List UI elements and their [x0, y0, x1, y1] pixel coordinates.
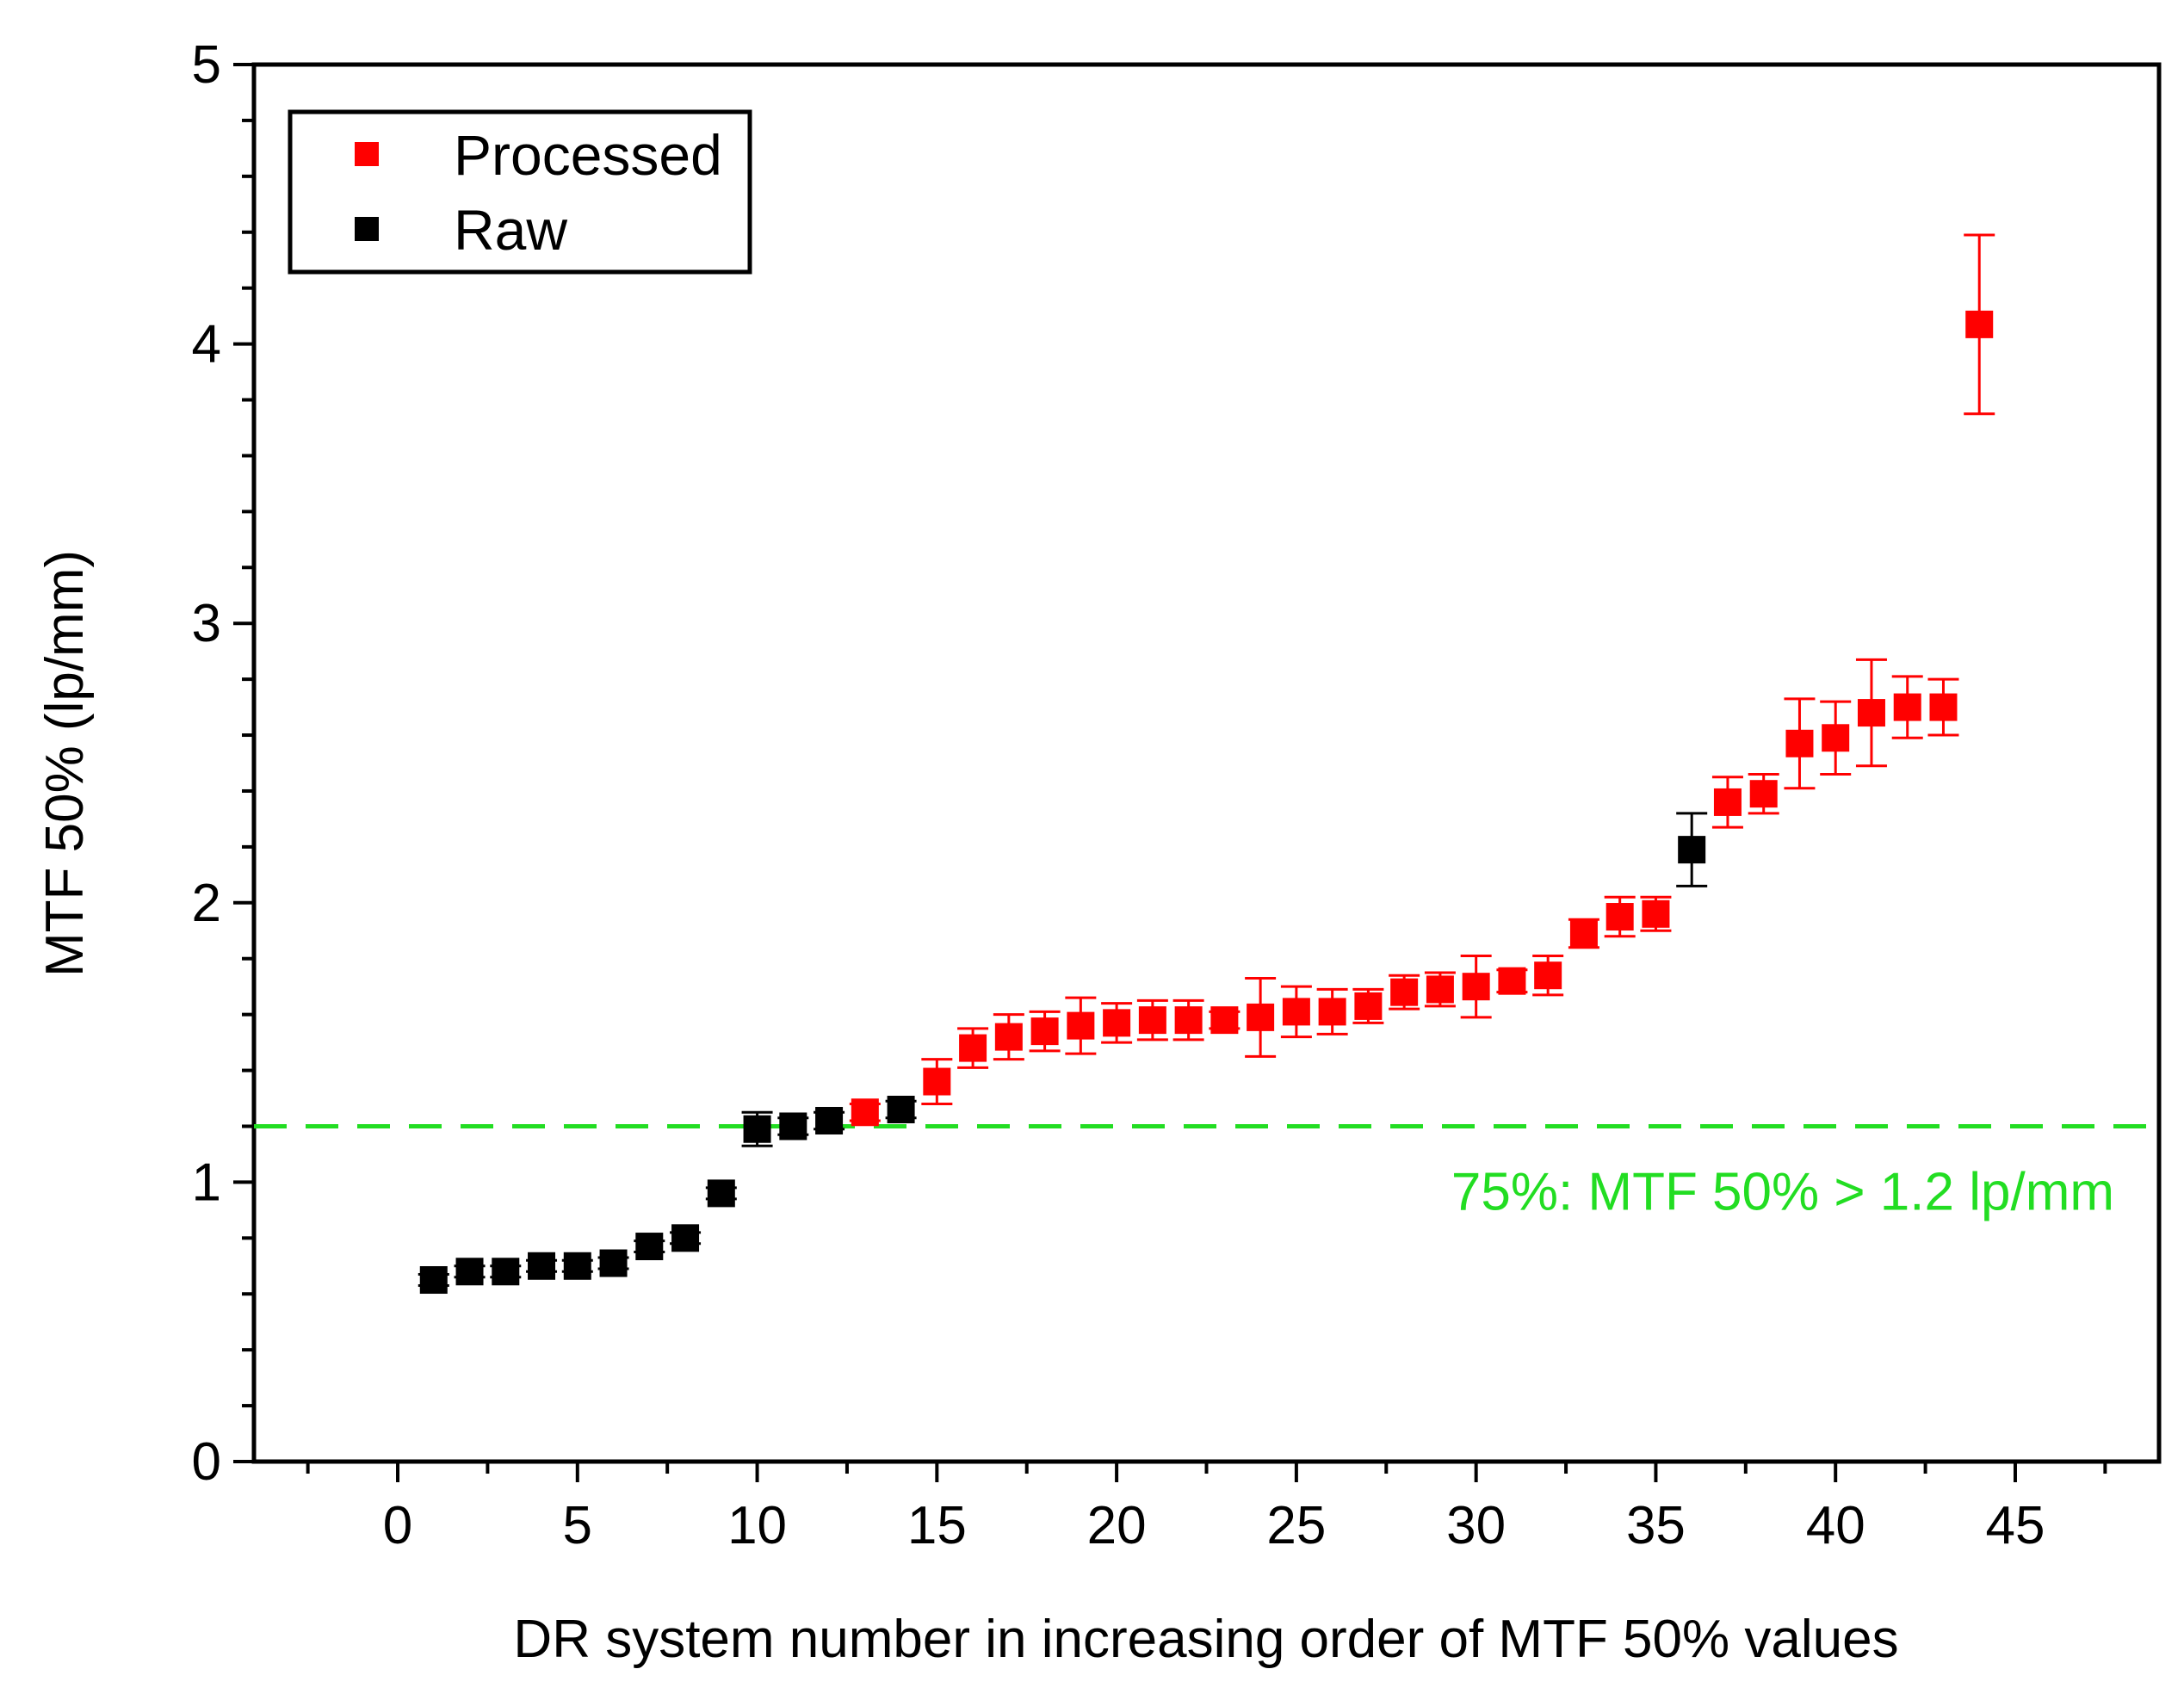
legend-box — [288, 109, 752, 275]
data-point — [815, 1106, 844, 1134]
data-point — [959, 1034, 987, 1062]
data-point — [599, 1249, 628, 1277]
x-tick-label: 35 — [1626, 1496, 1686, 1555]
data-point — [851, 1098, 879, 1127]
data-point — [528, 1252, 556, 1280]
y-tick-label: 1 — [192, 1153, 221, 1212]
x-tick-label: 30 — [1446, 1496, 1506, 1555]
data-point — [1642, 899, 1670, 928]
y-tick-label: 5 — [192, 35, 221, 95]
data-point — [1390, 978, 1419, 1006]
data-point — [1067, 1011, 1095, 1040]
data-point — [1354, 992, 1383, 1020]
x-tick-label: 45 — [1985, 1496, 2045, 1555]
x-tick-label: 0 — [383, 1496, 412, 1555]
data-point — [1569, 919, 1598, 948]
data-point — [1318, 998, 1346, 1026]
x-axis-title: DR system number in increasing order of … — [513, 1610, 1898, 1669]
data-point — [743, 1115, 771, 1143]
data-point — [779, 1112, 807, 1141]
x-tick-label: 15 — [907, 1496, 967, 1555]
legend: Processed Raw — [288, 109, 752, 275]
y-axis-ticks: 0 1 2 3 4 5 — [192, 35, 254, 1492]
data-point — [1030, 1017, 1059, 1046]
threshold-annotation: 75%: MTF 50% > 1.2 lp/mm — [1451, 1162, 2114, 1221]
data-point — [923, 1067, 951, 1096]
data-point — [563, 1252, 591, 1280]
data-point — [1462, 973, 1490, 1001]
y-tick-label: 2 — [192, 874, 221, 933]
data-point — [994, 1023, 1023, 1051]
legend-label-raw: Raw — [454, 198, 567, 262]
x-tick-label: 5 — [563, 1496, 592, 1555]
data-point — [1606, 903, 1634, 931]
x-axis-ticks: 0 5 10 15 20 25 30 35 40 45 — [306, 1462, 2107, 1555]
y-axis-title: MTF 50% (lp/mm) — [35, 550, 95, 977]
y-tick-label: 3 — [192, 594, 221, 653]
data-series — [418, 233, 1995, 1295]
legend-marker-raw — [355, 217, 379, 241]
x-tick-label: 20 — [1087, 1496, 1147, 1555]
data-point — [707, 1179, 735, 1208]
y-tick-label: 0 — [192, 1432, 221, 1492]
data-point — [635, 1233, 664, 1261]
data-point — [455, 1258, 484, 1286]
data-point — [1210, 1006, 1239, 1035]
data-point — [1893, 693, 1921, 721]
legend-label-processed: Processed — [454, 123, 722, 187]
x-tick-label: 25 — [1266, 1496, 1326, 1555]
x-tick-label: 40 — [1806, 1496, 1865, 1555]
data-point — [1426, 975, 1454, 1004]
data-point — [1138, 1006, 1166, 1035]
data-point — [1857, 699, 1885, 727]
legend-marker-processed — [355, 142, 379, 166]
data-point — [1174, 1006, 1203, 1035]
series-raw — [418, 812, 1708, 1295]
data-point — [1785, 729, 1814, 757]
data-point — [1498, 967, 1526, 995]
data-point — [492, 1258, 520, 1286]
data-point — [1713, 788, 1742, 816]
data-point — [1103, 1009, 1131, 1037]
data-point — [1929, 693, 1958, 721]
data-point — [1965, 310, 1994, 338]
x-tick-label: 10 — [727, 1496, 787, 1555]
data-point — [1247, 1003, 1275, 1031]
series-processed — [849, 233, 1995, 1127]
data-point — [887, 1096, 915, 1124]
data-point — [671, 1224, 700, 1252]
data-point — [1534, 961, 1562, 990]
data-point — [1749, 780, 1778, 808]
data-point — [1822, 724, 1850, 752]
data-point — [1282, 998, 1310, 1026]
y-tick-label: 4 — [192, 315, 221, 374]
data-point — [419, 1266, 448, 1295]
data-point — [1678, 836, 1706, 864]
